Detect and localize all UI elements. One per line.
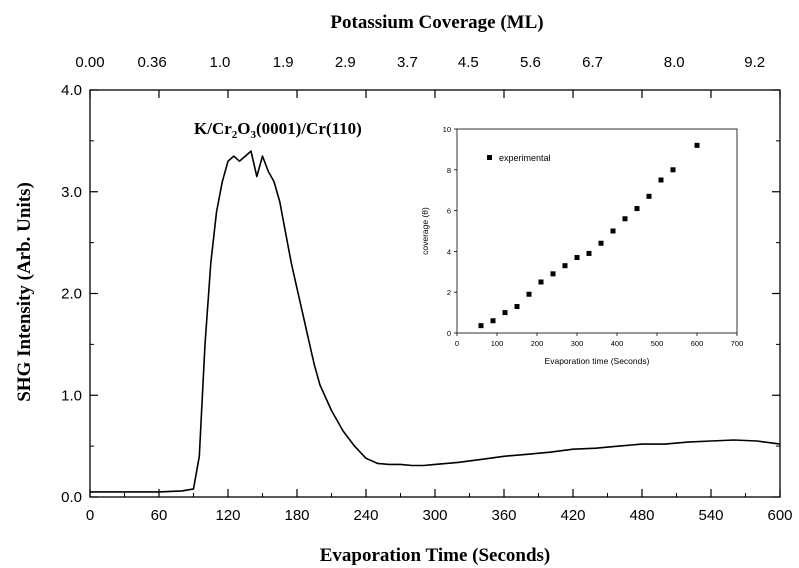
experimental-point	[598, 240, 604, 246]
inset-series	[478, 142, 700, 329]
inset-x-tick-label: 0	[455, 339, 459, 348]
experimental-point	[658, 177, 664, 183]
main-title-subscript: 2	[232, 129, 238, 141]
main-title-subscript: 3	[251, 129, 257, 141]
experimental-point	[634, 206, 640, 212]
x-axis-title: Evaporation Time (Seconds)	[320, 545, 551, 566]
x-tick-label: 120	[215, 507, 240, 524]
main-axes: 0 60 120 180 240 300 360 420 480 540 6000.01.02.03…	[61, 54, 792, 524]
top-axis-tick-label: 9.2	[744, 54, 765, 71]
main-title-part: (0001)/Cr(110)	[256, 119, 362, 138]
shg-intensity-line	[90, 150, 781, 493]
inset-y-tick-label: 2	[447, 288, 451, 297]
top-axis-title: Potassium Coverage (ML)	[330, 12, 543, 33]
inset-x-axis-title: Evaporation time (Seconds)	[545, 356, 650, 366]
inset-x-tick-label: 100	[491, 339, 504, 348]
y-axis-title: SHG Intensity (Arb. Units)	[14, 182, 35, 402]
x-tick-label: 360	[491, 507, 516, 524]
top-axis-tick-label: 0.36	[137, 54, 166, 71]
top-axis-tick-label: 8.0	[664, 54, 685, 71]
inset-y-tick-label: 10	[443, 125, 451, 134]
main-chart-title: K/Cr2O3(0001)/Cr(110)	[194, 119, 362, 141]
inset-y-tick-label: 4	[447, 247, 451, 256]
experimental-point	[502, 310, 508, 316]
inset-y-tick-label: 0	[447, 329, 451, 338]
inset-y-tick-label: 6	[447, 207, 451, 216]
experimental-point	[478, 323, 484, 329]
experimental-point	[526, 291, 532, 297]
top-axis-tick-label: 1.0	[210, 54, 231, 71]
top-axis-tick-label: 1.9	[273, 54, 294, 71]
y-tick-label: 4.0	[61, 82, 82, 99]
x-tick-label: 0	[86, 507, 94, 524]
x-tick-label: 180	[284, 507, 309, 524]
experimental-point	[694, 142, 700, 148]
y-tick-label: 3.0	[61, 184, 82, 201]
legend-marker	[487, 155, 492, 160]
legend-label: experimental	[499, 153, 551, 163]
x-tick-label: 60	[151, 507, 168, 524]
x-tick-label: 420	[560, 507, 585, 524]
main-title-part: O	[237, 119, 250, 138]
inset-axes: 0 100 200 300 400 500 600 700 0 2 4 6 8 10	[443, 125, 744, 348]
x-tick-label: 600	[767, 507, 792, 524]
inset-x-tick-label: 700	[731, 339, 744, 348]
inset-x-tick-label: 300	[571, 339, 584, 348]
top-axis-tick-label: 0.00	[75, 54, 104, 71]
x-tick-label: 540	[698, 507, 723, 524]
x-tick-label: 300	[422, 507, 447, 524]
x-tick-label: 480	[629, 507, 654, 524]
inset-y-tick-label: 8	[447, 166, 451, 175]
inset-chart: 0 100 200 300 400 500 600 700 0 2 4 6 8 10 experiment…	[420, 125, 743, 366]
inset-plot-frame	[456, 128, 738, 334]
main-series	[90, 150, 781, 493]
inset-x-tick-label: 400	[611, 339, 624, 348]
top-axis-tick-label: 5.6	[520, 54, 541, 71]
top-axis-tick-label: 6.7	[582, 54, 603, 71]
experimental-point	[490, 318, 496, 324]
y-tick-label: 1.0	[61, 387, 82, 404]
experimental-point	[514, 303, 520, 309]
y-tick-label: 0.0	[61, 489, 82, 506]
inset-x-tick-label: 600	[691, 339, 704, 348]
y-tick-label: 2.0	[61, 286, 82, 303]
top-axis-tick-label: 3.7	[397, 54, 418, 71]
x-tick-label: 240	[353, 507, 378, 524]
experimental-point	[550, 271, 556, 277]
experimental-point	[586, 250, 592, 256]
top-axis-tick-label: 4.5	[458, 54, 479, 71]
experimental-point	[622, 216, 628, 222]
experimental-point	[574, 255, 580, 261]
inset-y-axis-title: coverage (θ)	[420, 207, 430, 255]
experimental-point	[538, 279, 544, 285]
inset-x-tick-label: 200	[531, 339, 544, 348]
experimental-point	[562, 263, 568, 269]
main-title-part: K/Cr	[194, 119, 232, 138]
experimental-point	[610, 228, 616, 234]
top-axis-tick-label: 2.9	[335, 54, 356, 71]
experimental-point	[670, 167, 676, 173]
experimental-point	[646, 193, 652, 199]
inset-x-tick-label: 500	[651, 339, 664, 348]
